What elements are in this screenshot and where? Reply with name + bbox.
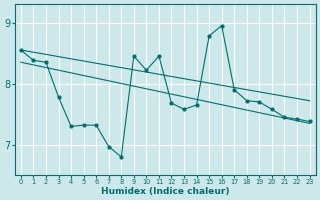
- X-axis label: Humidex (Indice chaleur): Humidex (Indice chaleur): [101, 187, 229, 196]
